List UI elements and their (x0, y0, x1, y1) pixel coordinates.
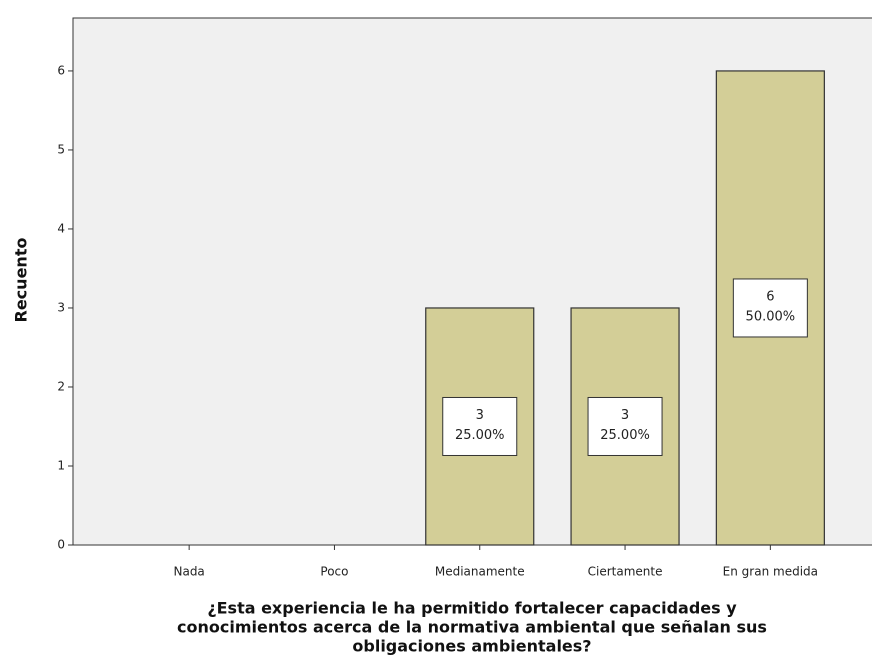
data-label-box (442, 396, 518, 456)
x-axis-label: conocimientos acerca de la normativa amb… (177, 618, 767, 637)
data-label: 6 (766, 289, 774, 304)
x-tick-label: Ciertamente (588, 565, 663, 579)
data-label: 50.00% (746, 309, 796, 324)
y-axis-label: Recuento (12, 238, 31, 323)
data-label: 25.00% (455, 428, 505, 443)
y-tick-label: 6 (57, 63, 65, 77)
x-tick-label: En gran medida (723, 565, 818, 579)
y-tick-label: 4 (57, 221, 65, 235)
data-label-box (732, 278, 808, 338)
y-tick-label: 3 (57, 300, 65, 314)
x-axis-label: obligaciones ambientales? (352, 637, 591, 656)
data-label: 3 (621, 408, 629, 423)
data-label: 25.00% (600, 428, 650, 443)
x-axis-label: ¿Esta experiencia le ha permitido fortal… (207, 599, 737, 618)
x-tick-label: Medianamente (435, 565, 525, 579)
y-tick-label: 5 (57, 142, 65, 156)
data-label: 3 (476, 408, 484, 423)
data-label-box (587, 396, 663, 456)
y-tick-label: 2 (57, 379, 65, 393)
x-tick-label: Poco (320, 565, 348, 579)
x-tick-label: Nada (173, 565, 204, 579)
y-tick-label: 0 (57, 538, 65, 552)
y-tick-label: 1 (57, 458, 65, 472)
